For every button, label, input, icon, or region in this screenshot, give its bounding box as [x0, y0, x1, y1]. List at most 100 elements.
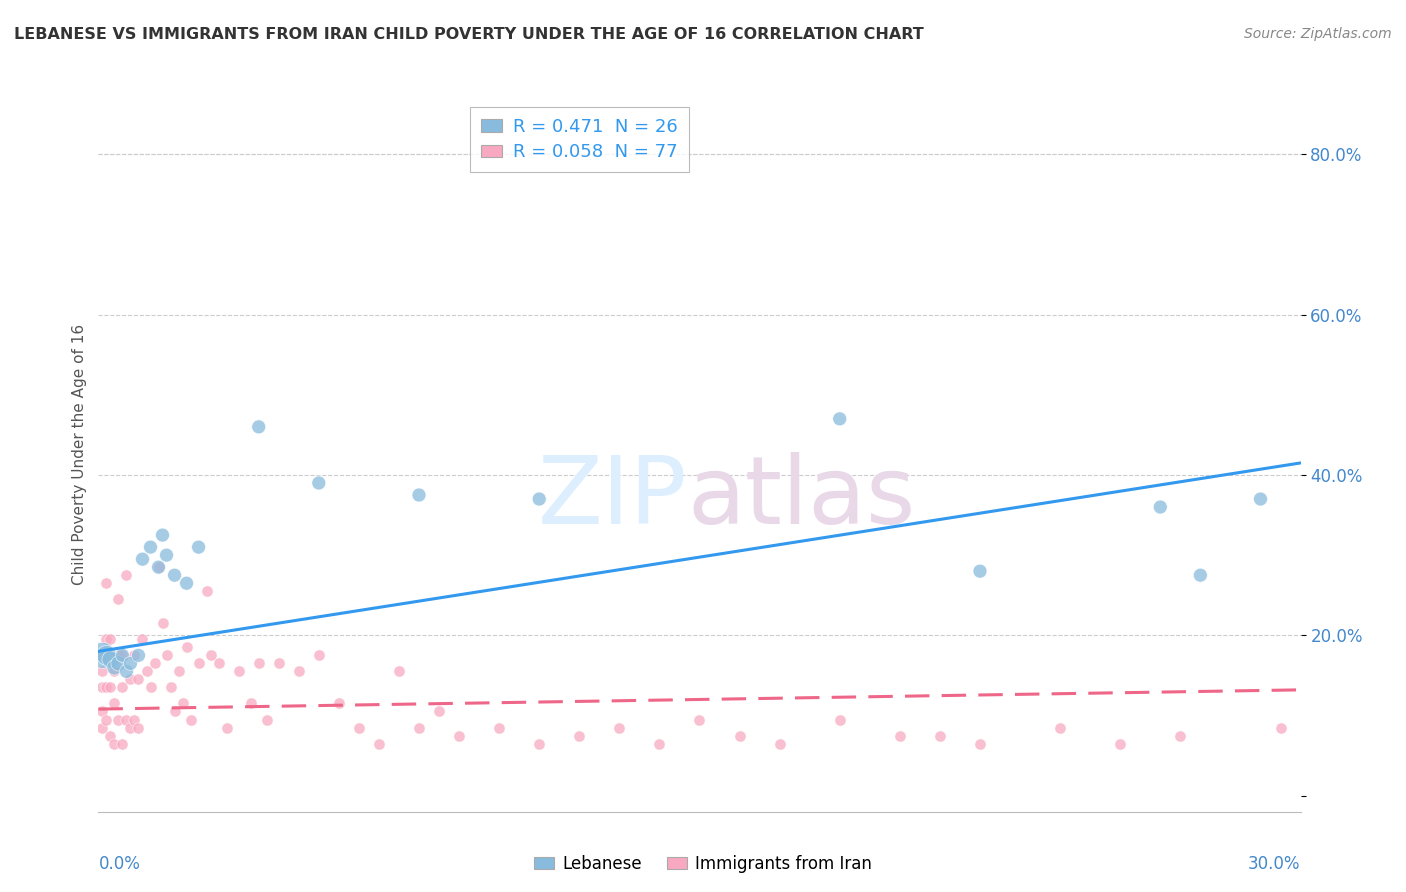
- Point: [124, 648, 146, 663]
- Point: [96, 648, 118, 663]
- Point: [107, 648, 129, 663]
- Point: [96, 632, 118, 647]
- Point: [91, 648, 114, 663]
- Point: [111, 737, 134, 751]
- Point: [131, 552, 153, 566]
- Y-axis label: Child Poverty Under the Age of 16: Child Poverty Under the Age of 16: [72, 325, 87, 585]
- Point: [1250, 491, 1272, 506]
- Point: [96, 713, 118, 727]
- Point: [96, 681, 118, 695]
- Point: [100, 729, 122, 743]
- Point: [139, 540, 162, 554]
- Text: Source: ZipAtlas.com: Source: ZipAtlas.com: [1244, 27, 1392, 41]
- Point: [228, 665, 250, 679]
- Point: [215, 721, 238, 735]
- Point: [195, 584, 218, 599]
- Point: [529, 491, 551, 506]
- Text: atlas: atlas: [688, 451, 915, 544]
- Point: [100, 632, 122, 647]
- Point: [152, 528, 174, 542]
- Point: [308, 648, 330, 663]
- Point: [120, 721, 142, 735]
- Point: [143, 657, 166, 671]
- Point: [408, 488, 430, 502]
- Point: [111, 648, 134, 663]
- Point: [408, 721, 430, 735]
- Point: [163, 568, 186, 582]
- Point: [208, 657, 231, 671]
- Point: [768, 737, 790, 751]
- Point: [120, 673, 142, 687]
- Point: [111, 648, 134, 663]
- Point: [115, 713, 138, 727]
- Point: [91, 721, 114, 735]
- Point: [176, 640, 198, 655]
- Point: [128, 721, 150, 735]
- Legend: R = 0.471  N = 26, R = 0.058  N = 77: R = 0.471 N = 26, R = 0.058 N = 77: [470, 107, 689, 172]
- Point: [176, 576, 198, 591]
- Point: [347, 721, 370, 735]
- Point: [288, 665, 311, 679]
- Point: [368, 737, 391, 751]
- Point: [163, 705, 186, 719]
- Point: [1049, 721, 1071, 735]
- Point: [159, 681, 181, 695]
- Point: [969, 564, 991, 578]
- Text: ZIP: ZIP: [538, 451, 688, 544]
- Point: [148, 560, 170, 574]
- Point: [239, 697, 262, 711]
- Point: [1109, 737, 1132, 751]
- Point: [529, 737, 551, 751]
- Point: [609, 721, 631, 735]
- Point: [969, 737, 991, 751]
- Point: [427, 705, 450, 719]
- Point: [1170, 729, 1192, 743]
- Point: [488, 721, 510, 735]
- Point: [100, 681, 122, 695]
- Point: [1270, 721, 1292, 735]
- Point: [91, 681, 114, 695]
- Point: [172, 697, 194, 711]
- Point: [447, 729, 470, 743]
- Point: [200, 648, 222, 663]
- Point: [828, 412, 851, 426]
- Point: [128, 648, 150, 663]
- Text: LEBANESE VS IMMIGRANTS FROM IRAN CHILD POVERTY UNDER THE AGE OF 16 CORRELATION C: LEBANESE VS IMMIGRANTS FROM IRAN CHILD P…: [14, 27, 924, 42]
- Point: [107, 592, 129, 607]
- Text: 0.0%: 0.0%: [98, 855, 141, 872]
- Point: [256, 713, 278, 727]
- Text: 30.0%: 30.0%: [1249, 855, 1301, 872]
- Point: [728, 729, 751, 743]
- Point: [648, 737, 671, 751]
- Point: [929, 729, 952, 743]
- Point: [107, 657, 129, 671]
- Point: [328, 697, 350, 711]
- Point: [167, 665, 190, 679]
- Point: [91, 648, 114, 663]
- Point: [1149, 500, 1171, 514]
- Legend: Lebanese, Immigrants from Iran: Lebanese, Immigrants from Iran: [527, 848, 879, 880]
- Point: [107, 713, 129, 727]
- Point: [247, 420, 270, 434]
- Point: [187, 540, 209, 554]
- Point: [124, 713, 146, 727]
- Point: [308, 475, 330, 490]
- Point: [568, 729, 591, 743]
- Point: [139, 681, 162, 695]
- Point: [1189, 568, 1212, 582]
- Point: [103, 737, 125, 751]
- Point: [100, 652, 122, 666]
- Point: [267, 657, 290, 671]
- Point: [688, 713, 710, 727]
- Point: [889, 729, 911, 743]
- Point: [96, 576, 118, 591]
- Point: [103, 660, 125, 674]
- Point: [103, 665, 125, 679]
- Point: [115, 568, 138, 582]
- Point: [103, 697, 125, 711]
- Point: [120, 657, 142, 671]
- Point: [155, 648, 177, 663]
- Point: [155, 548, 177, 562]
- Point: [152, 616, 174, 631]
- Point: [111, 681, 134, 695]
